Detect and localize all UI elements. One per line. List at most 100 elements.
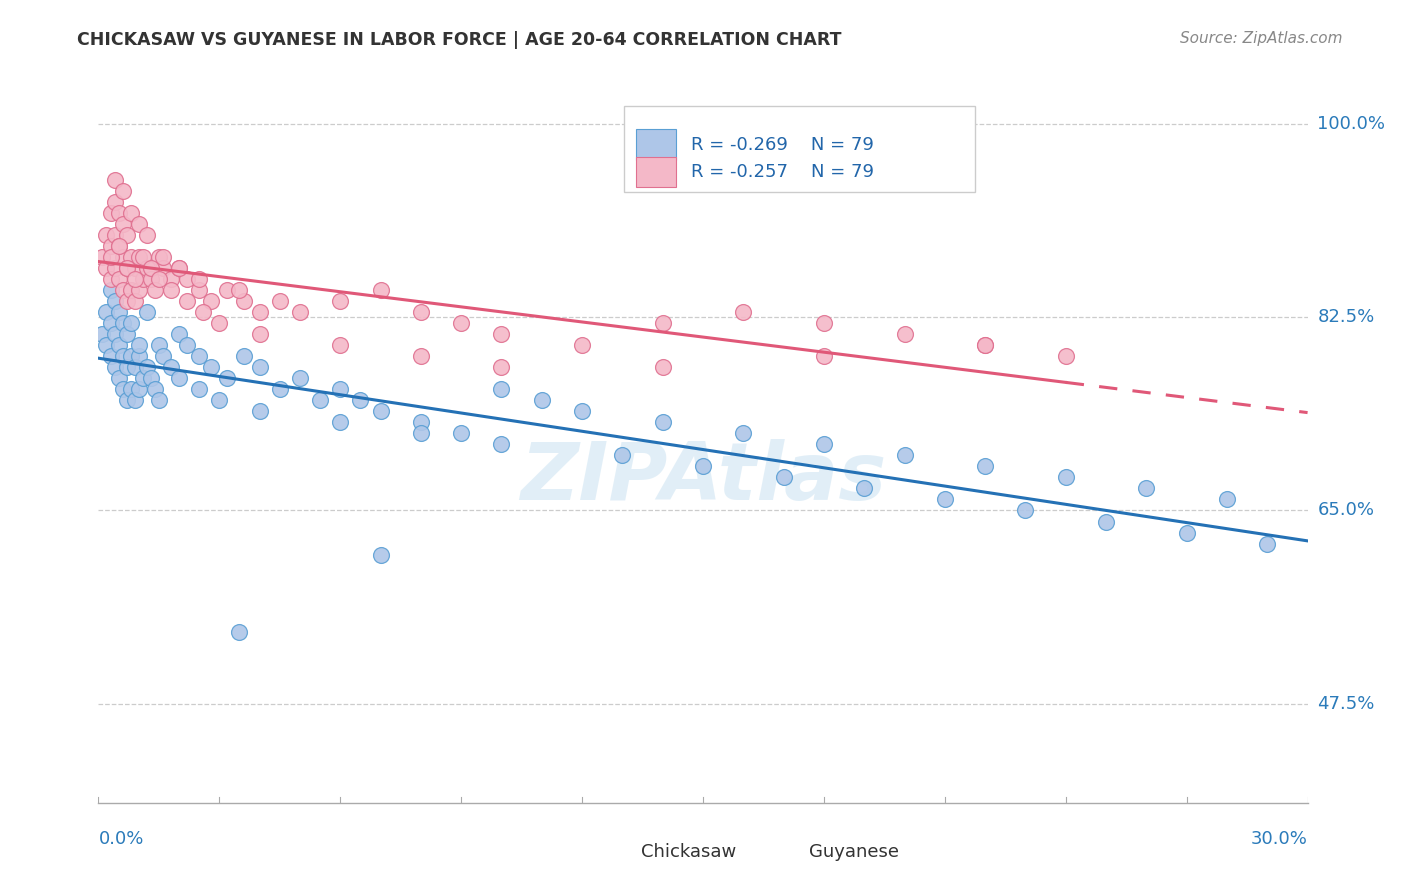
Point [96,305,118,319]
Point [107,272,129,286]
Point [128,217,150,231]
Point [530,393,553,408]
Point [772,470,794,484]
Point [120,349,142,363]
Point [288,371,311,385]
Point [409,305,432,319]
Point [100,250,122,264]
Point [115,360,138,375]
Point [115,227,138,242]
Point [100,283,122,297]
Point [813,437,835,451]
Point [288,305,311,319]
Point [329,338,352,352]
Point [139,272,162,286]
Point [111,217,134,231]
Point [974,338,997,352]
Point [107,205,129,219]
Point [91,250,114,264]
Point [188,272,211,286]
Point [167,371,190,385]
Point [120,283,142,297]
Point [974,338,997,352]
Text: R = -0.257    N = 79: R = -0.257 N = 79 [690,163,875,181]
Point [96,338,118,352]
Point [370,548,392,562]
Point [167,260,190,275]
Point [103,293,125,308]
Point [124,360,146,375]
Point [100,272,122,286]
Text: ZIPAtlas: ZIPAtlas [520,439,886,516]
Point [217,371,239,385]
Point [188,349,211,363]
Point [1095,515,1118,529]
FancyBboxPatch shape [637,157,676,187]
Point [115,260,138,275]
Point [612,448,634,462]
Point [249,326,271,341]
Point [491,437,513,451]
Point [132,250,155,264]
Text: 30.0%: 30.0% [1251,830,1308,848]
Text: CHICKASAW VS GUYANESE IN LABOR FORCE | AGE 20-64 CORRELATION CHART: CHICKASAW VS GUYANESE IN LABOR FORCE | A… [77,31,842,49]
Point [160,272,183,286]
Point [1054,349,1077,363]
Point [120,316,142,330]
Point [148,338,170,352]
FancyBboxPatch shape [769,842,803,862]
Point [217,283,239,297]
Point [176,272,198,286]
FancyBboxPatch shape [600,842,634,862]
Point [132,272,155,286]
Point [934,492,956,507]
Point [893,326,915,341]
Point [103,326,125,341]
Point [893,448,915,462]
Point [91,326,114,341]
Point [103,227,125,242]
Point [491,382,513,396]
Text: Source: ZipAtlas.com: Source: ZipAtlas.com [1180,31,1343,46]
Point [100,316,122,330]
Point [269,293,291,308]
Point [409,415,432,429]
FancyBboxPatch shape [637,129,676,160]
Point [107,238,129,252]
Text: 0.0%: 0.0% [98,830,143,848]
Point [120,382,142,396]
Point [103,194,125,209]
Point [228,283,250,297]
Point [370,283,392,297]
Point [813,349,835,363]
Point [249,305,271,319]
Point [1216,492,1239,507]
Point [176,338,198,352]
Point [135,360,157,375]
Point [571,404,593,418]
Point [160,283,183,297]
Point [128,338,150,352]
Point [329,382,352,396]
Point [135,305,157,319]
Point [124,260,146,275]
Point [115,393,138,408]
Point [651,360,673,375]
Point [115,260,138,275]
Point [128,349,150,363]
Point [974,459,997,474]
Point [232,293,254,308]
Point [148,250,170,264]
Point [733,305,755,319]
Text: 82.5%: 82.5% [1317,309,1375,326]
Point [176,293,198,308]
Point [370,404,392,418]
Point [329,415,352,429]
Point [152,349,174,363]
Point [111,250,134,264]
Text: Guyanese: Guyanese [810,843,900,861]
Point [167,260,190,275]
Point [107,305,129,319]
Point [115,326,138,341]
Point [143,382,166,396]
